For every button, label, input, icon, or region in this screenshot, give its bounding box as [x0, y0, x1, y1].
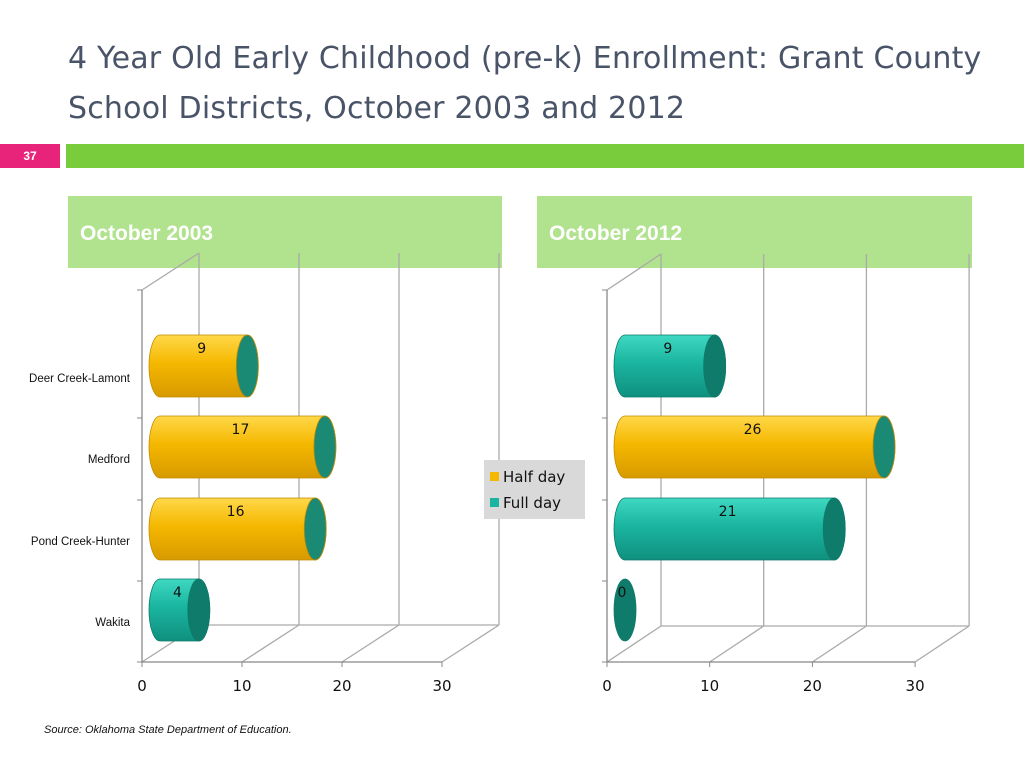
- x-tick-label: 0: [602, 677, 612, 695]
- x-tick-label: 30: [432, 677, 451, 695]
- left-wall-top-edge: [606, 253, 662, 291]
- x-tick-label: 0: [137, 677, 147, 695]
- bar-end-cap: [313, 415, 337, 479]
- x-tick-label: 20: [803, 677, 822, 695]
- bar-end-cap: [187, 578, 211, 642]
- bar-end-cap: [872, 415, 896, 479]
- category-label: Deer Creek-Lamont: [29, 373, 131, 385]
- bar-end-cap: [703, 334, 727, 398]
- chart-legend: Half day Full day: [484, 460, 585, 519]
- bar-value-label: 9: [663, 341, 672, 357]
- panel-header-2003: October 2003: [68, 196, 502, 268]
- bar-2012-3: 0: [613, 578, 637, 642]
- legend-item-half-day: Half day: [490, 464, 585, 490]
- legend-label-half-day: Half day: [503, 468, 566, 486]
- x-tick-label: 20: [332, 677, 351, 695]
- title-divider-bar: [66, 144, 1024, 168]
- category-label: Medford: [88, 454, 130, 466]
- bar-end-cap: [303, 497, 327, 561]
- bar-2003-2: 16: [148, 497, 327, 561]
- bar-2003-3: 4: [148, 578, 211, 642]
- slide-title: 4 Year Old Early Childhood (pre-k) Enrol…: [68, 41, 982, 126]
- bar-end-cap: [822, 497, 846, 561]
- left-wall-top-edge: [141, 252, 200, 291]
- bar-value-label: 4: [173, 585, 182, 601]
- gridline-floor: [606, 625, 662, 663]
- gridline-floor: [241, 624, 300, 663]
- bar-2003-0: 9: [148, 334, 259, 398]
- bar-value-label: 21: [719, 504, 737, 520]
- x-tick-label: 10: [232, 677, 251, 695]
- panel-header-2012: October 2012: [537, 196, 972, 268]
- chart-2003: 0 10 20 30 Deer Creek-Lamont Medford Pond Cree…: [29, 252, 500, 695]
- bar-value-label: 17: [232, 422, 250, 438]
- bar-value-label: 9: [197, 341, 206, 357]
- bar-2012-2: 21: [613, 497, 846, 561]
- bar-value-label: 26: [744, 422, 762, 438]
- gridline-floor: [709, 625, 765, 663]
- legend-swatch-half-day: [490, 472, 499, 481]
- bar-value-label: 0: [618, 585, 627, 601]
- gridline-floor: [812, 625, 867, 663]
- category-label: Wakita: [95, 617, 130, 629]
- gridline-floor: [341, 624, 400, 663]
- legend-item-full-day: Full day: [490, 490, 585, 516]
- bar-2012-1: 26: [613, 415, 896, 479]
- bar-2003-1: 17: [148, 415, 337, 479]
- bar-2012-0: 9: [613, 334, 727, 398]
- bar-end-cap: [235, 334, 259, 398]
- category-label: Pond Creek-Hunter: [31, 536, 130, 548]
- gridline-floor: [441, 624, 500, 663]
- gridline-floor: [914, 625, 970, 663]
- x-tick-label: 10: [700, 677, 719, 695]
- source-note: Source: Oklahoma State Department of Edu…: [44, 724, 292, 736]
- bar-end-cap: [613, 578, 637, 642]
- legend-label-full-day: Full day: [503, 494, 562, 512]
- bar-value-label: 16: [227, 504, 245, 520]
- slide-number: 37: [0, 144, 60, 168]
- x-tick-label: 30: [906, 677, 925, 695]
- legend-swatch-full-day: [490, 498, 499, 507]
- chart-2012: 0 10 20 30 9 26 21 0: [602, 253, 970, 695]
